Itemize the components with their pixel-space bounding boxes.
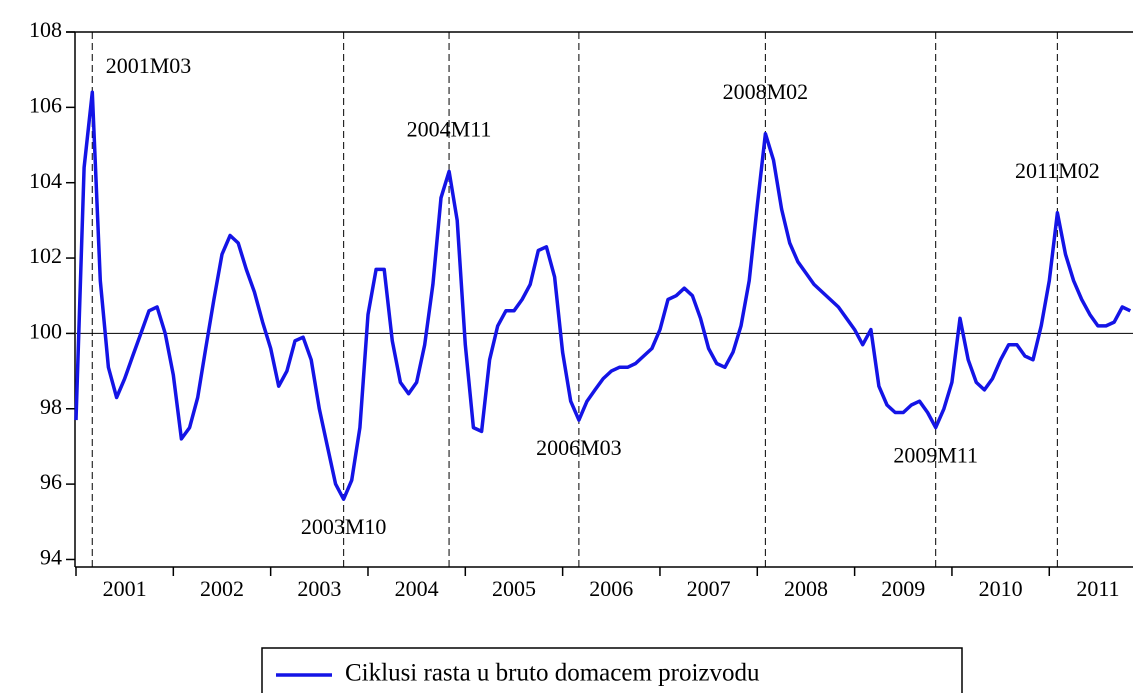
annotation-label: 2001M03 xyxy=(106,53,192,78)
annotation-label: 2009M11 xyxy=(893,443,978,468)
y-tick-label: 96 xyxy=(40,469,62,494)
x-tick-label: 2011 xyxy=(1076,576,1119,601)
x-tick-label: 2005 xyxy=(492,576,536,601)
x-tick-label: 2002 xyxy=(200,576,244,601)
annotation-label: 2003M10 xyxy=(301,514,387,539)
x-tick-label: 2001 xyxy=(103,576,147,601)
legend-box xyxy=(261,647,963,693)
legend-label: Ciklusi rasta u bruto domacem proizvodu xyxy=(345,660,760,687)
x-tick-label: 2006 xyxy=(589,576,633,601)
y-tick-label: 98 xyxy=(40,394,62,419)
x-tick-label: 2004 xyxy=(395,576,439,601)
y-tick-label: 100 xyxy=(29,318,62,343)
x-tick-label: 2008 xyxy=(784,576,828,601)
annotation-label: 2008M02 xyxy=(723,79,809,104)
annotation-label: 2004M11 xyxy=(407,116,492,141)
y-tick-label: 108 xyxy=(29,17,62,42)
y-tick-label: 104 xyxy=(29,168,62,193)
x-tick-label: 2010 xyxy=(979,576,1023,601)
x-tick-label: 2009 xyxy=(881,576,925,601)
x-tick-label: 2007 xyxy=(687,576,731,601)
y-tick-label: 102 xyxy=(29,243,62,268)
y-tick-label: 94 xyxy=(40,545,62,570)
y-tick-label: 106 xyxy=(29,92,62,117)
annotation-label: 2006M03 xyxy=(536,435,622,460)
x-tick-label: 2003 xyxy=(297,576,341,601)
data-line xyxy=(74,90,1132,501)
annotation-label: 2011M02 xyxy=(1015,158,1100,183)
